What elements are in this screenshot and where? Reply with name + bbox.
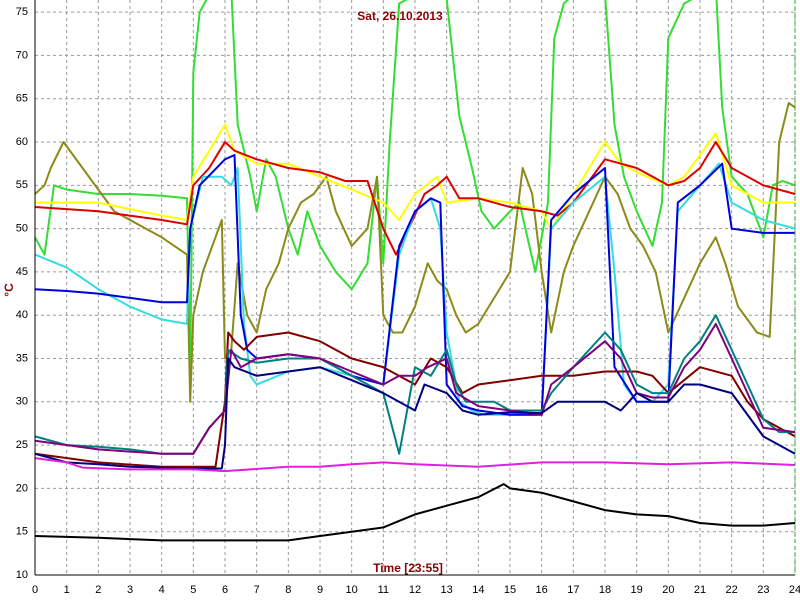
- y-tick-label: 10: [16, 569, 28, 581]
- y-tick-label: 50: [16, 223, 28, 235]
- y-tick-label: 45: [16, 266, 28, 278]
- series-line: [34, 357, 796, 470]
- x-tick-label: 17: [567, 584, 579, 596]
- y-tick-label: 20: [16, 482, 28, 494]
- x-tick-label: 14: [472, 584, 484, 596]
- x-tick-label: 16: [536, 584, 548, 596]
- x-tick-label: 20: [662, 584, 674, 596]
- x-tick-label: 12: [409, 584, 421, 596]
- y-tick-label: 35: [16, 352, 28, 364]
- x-tick-label: 19: [631, 584, 643, 596]
- y-tick-label: 30: [16, 396, 28, 408]
- x-tick-label: 21: [694, 584, 706, 596]
- x-tick-label: 8: [285, 584, 291, 596]
- chart-title: Sat, 26.10.2013: [357, 9, 443, 23]
- x-tick-label: 22: [726, 584, 738, 596]
- series-line: [34, 141, 796, 256]
- x-tick-label: 23: [757, 584, 769, 596]
- y-tick-label: 70: [16, 49, 28, 61]
- x-tick-label: 10: [346, 584, 358, 596]
- x-tick-label: 1: [64, 584, 70, 596]
- y-tick-label: 25: [16, 439, 28, 451]
- series-line: [34, 0, 796, 377]
- x-tick-label: 3: [127, 584, 133, 596]
- x-tick-label: 9: [317, 584, 323, 596]
- series-line: [34, 483, 796, 542]
- y-axis-label: °C: [2, 283, 16, 297]
- x-tick-label: 4: [159, 584, 165, 596]
- y-tick-label: 15: [16, 526, 28, 538]
- x-tick-label: 13: [441, 584, 453, 596]
- x-tick-label: 18: [599, 584, 611, 596]
- y-tick-label: 75: [16, 6, 28, 18]
- x-tick-label: 2: [95, 584, 101, 596]
- y-tick-label: 65: [16, 93, 28, 105]
- x-axis-label: Time [23:55]: [373, 561, 443, 575]
- x-tick-label: 6: [222, 584, 228, 596]
- y-tick-label: 40: [16, 309, 28, 321]
- x-tick-label: 15: [504, 584, 516, 596]
- x-tick-label: 24: [789, 584, 800, 596]
- x-tick-label: 5: [190, 584, 196, 596]
- x-tick-label: 0: [32, 584, 38, 596]
- x-tick-label: 7: [254, 584, 260, 596]
- x-tick-label: 11: [378, 584, 389, 596]
- y-tick-label: 55: [16, 179, 28, 191]
- y-tick-label: 60: [16, 136, 28, 148]
- series-line: [34, 457, 796, 473]
- lines: [34, 0, 796, 542]
- series-line: [34, 102, 796, 403]
